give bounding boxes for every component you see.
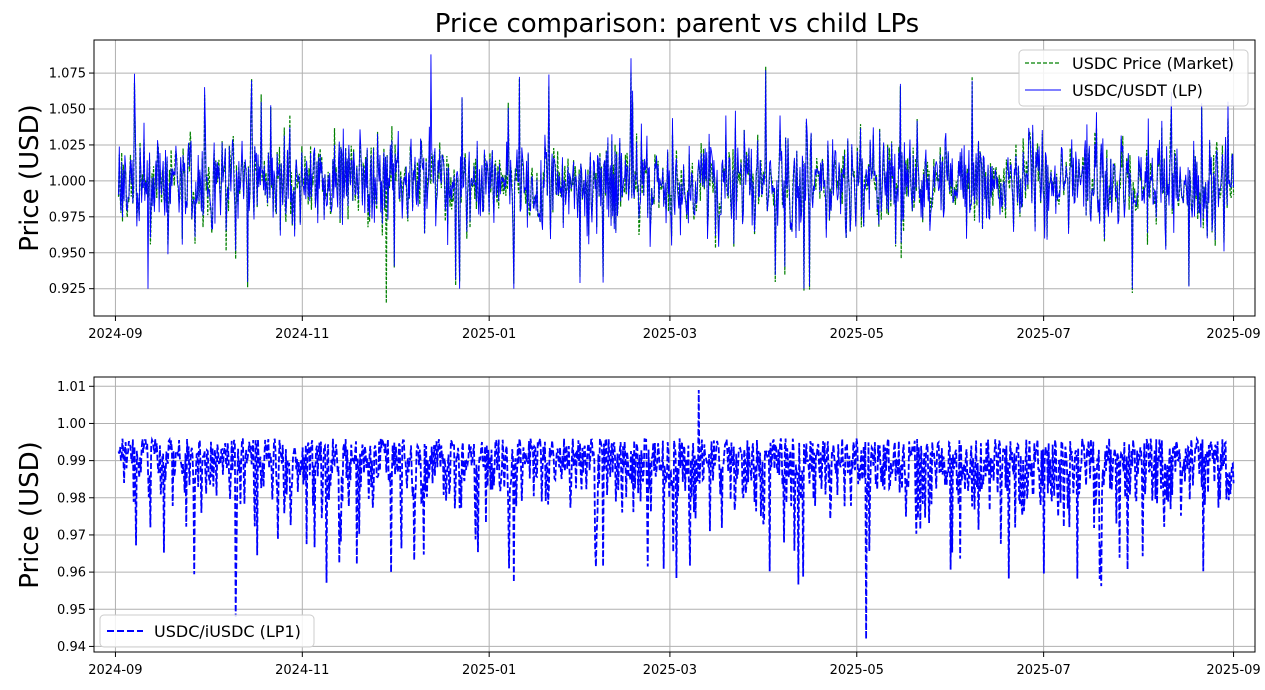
bottom-y-tick-label: 0.94 xyxy=(57,640,86,655)
bottom-x-tick-label: 2025-03 xyxy=(643,663,697,678)
bottom-y-tick-label: 1.00 xyxy=(57,417,86,432)
top-legend: USDC Price (Market) USDC/USDT (LP) xyxy=(1018,49,1249,107)
bottom-series-line-lp1 xyxy=(117,390,1235,639)
bottom-y-tick-label: 0.99 xyxy=(57,454,86,469)
bottom-y-tick-label: 0.98 xyxy=(57,491,86,506)
top-x-tick-label: 2024-11 xyxy=(275,327,329,342)
bottom-series-group xyxy=(117,390,1235,639)
bottom-x-tick-label: 2024-09 xyxy=(88,663,142,678)
top-y-tick-label: 1.075 xyxy=(49,67,86,82)
top-legend-label-market: USDC Price (Market) xyxy=(1072,54,1234,73)
bottom-legend-box xyxy=(99,614,315,648)
bottom-y-tick-label: 0.95 xyxy=(57,603,86,618)
top-y-tick-label: 1.000 xyxy=(49,174,86,189)
bottom-x-tick-label: 2024-11 xyxy=(275,663,329,678)
chart-top: Price comparison: parent vs child LPs 20… xyxy=(15,9,1261,342)
chart-bottom: 2024-09 2024-11 2025-01 2025-03 2025-05 2025-… xyxy=(15,376,1261,678)
top-legend-box xyxy=(1018,49,1249,107)
bottom-legend: USDC/iUSDC (LP1) xyxy=(99,614,315,648)
bottom-legend-label-lp1: USDC/iUSDC (LP1) xyxy=(154,622,301,641)
top-legend-label-lp: USDC/USDT (LP) xyxy=(1072,81,1203,100)
bottom-y-tick-label: 1.01 xyxy=(57,380,86,395)
bottom-x-tick-label: 2025-09 xyxy=(1206,663,1260,678)
top-series-group xyxy=(117,54,1235,304)
top-series-line-lp xyxy=(118,54,1235,289)
top-y-tick-label: 0.925 xyxy=(49,282,86,297)
bottom-y-tick-label: 0.96 xyxy=(57,566,86,581)
bottom-y-axis-label: Price (USD) xyxy=(15,441,45,589)
bottom-ticks: 2024-09 2024-11 2025-01 2025-03 2025-05 2025-… xyxy=(57,380,1261,678)
bottom-x-tick-label: 2025-05 xyxy=(830,663,884,678)
top-x-tick-label: 2025-09 xyxy=(1206,327,1260,342)
bottom-y-tick-label: 0.97 xyxy=(57,528,86,543)
top-y-axis-label: Price (USD) xyxy=(15,104,45,252)
bottom-x-tick-label: 2025-07 xyxy=(1016,663,1070,678)
top-x-tick-label: 2024-09 xyxy=(88,327,142,342)
top-x-tick-label: 2025-07 xyxy=(1016,327,1070,342)
top-x-tick-label: 2025-05 xyxy=(830,327,884,342)
bottom-x-tick-label: 2025-01 xyxy=(462,663,516,678)
top-x-tick-label: 2025-01 xyxy=(462,327,516,342)
top-x-tick-label: 2025-03 xyxy=(643,327,697,342)
top-y-tick-label: 1.025 xyxy=(49,138,86,153)
top-y-tick-label: 1.050 xyxy=(49,103,86,118)
top-y-tick-label: 0.975 xyxy=(49,210,86,225)
top-y-tick-label: 0.950 xyxy=(49,246,86,261)
top-axes-frame xyxy=(93,39,1256,317)
chart-title: Price comparison: parent vs child LPs xyxy=(435,9,919,39)
top-ticks: 2024-09 2024-11 2025-01 2025-03 2025-05 2025-… xyxy=(49,67,1261,342)
bottom-axes-frame xyxy=(93,376,1256,653)
